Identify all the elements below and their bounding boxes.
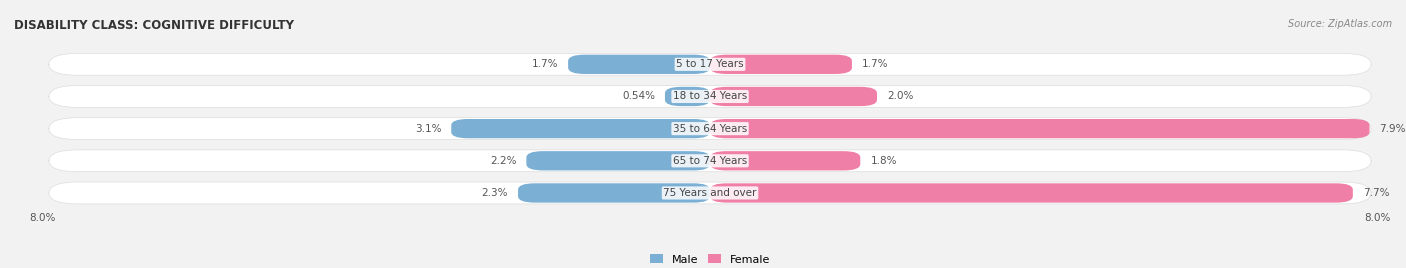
- Text: 2.0%: 2.0%: [887, 91, 914, 102]
- Text: 75 Years and over: 75 Years and over: [664, 188, 756, 198]
- FancyBboxPatch shape: [49, 53, 1371, 75]
- Text: 7.7%: 7.7%: [1362, 188, 1389, 198]
- FancyBboxPatch shape: [665, 87, 710, 106]
- Text: 5 to 17 Years: 5 to 17 Years: [676, 59, 744, 69]
- Text: 1.8%: 1.8%: [870, 156, 897, 166]
- Text: 18 to 34 Years: 18 to 34 Years: [673, 91, 747, 102]
- FancyBboxPatch shape: [49, 182, 1371, 204]
- FancyBboxPatch shape: [517, 183, 710, 203]
- Text: Source: ZipAtlas.com: Source: ZipAtlas.com: [1288, 19, 1392, 29]
- Text: 0.54%: 0.54%: [621, 91, 655, 102]
- Text: 65 to 74 Years: 65 to 74 Years: [673, 156, 747, 166]
- FancyBboxPatch shape: [710, 151, 860, 170]
- Legend: Male, Female: Male, Female: [650, 254, 770, 265]
- FancyBboxPatch shape: [710, 119, 1369, 138]
- FancyBboxPatch shape: [49, 118, 1371, 140]
- Text: 7.9%: 7.9%: [1379, 124, 1406, 134]
- FancyBboxPatch shape: [568, 55, 710, 74]
- FancyBboxPatch shape: [710, 183, 1353, 203]
- FancyBboxPatch shape: [49, 85, 1371, 107]
- FancyBboxPatch shape: [49, 150, 1371, 172]
- Text: 2.3%: 2.3%: [481, 188, 508, 198]
- Text: 2.2%: 2.2%: [489, 156, 516, 166]
- Text: 1.7%: 1.7%: [531, 59, 558, 69]
- Text: 35 to 64 Years: 35 to 64 Years: [673, 124, 747, 134]
- Text: 1.7%: 1.7%: [862, 59, 889, 69]
- FancyBboxPatch shape: [451, 119, 710, 138]
- FancyBboxPatch shape: [710, 55, 852, 74]
- FancyBboxPatch shape: [710, 87, 877, 106]
- Text: 3.1%: 3.1%: [415, 124, 441, 134]
- FancyBboxPatch shape: [526, 151, 710, 170]
- Text: DISABILITY CLASS: COGNITIVE DIFFICULTY: DISABILITY CLASS: COGNITIVE DIFFICULTY: [14, 19, 294, 32]
